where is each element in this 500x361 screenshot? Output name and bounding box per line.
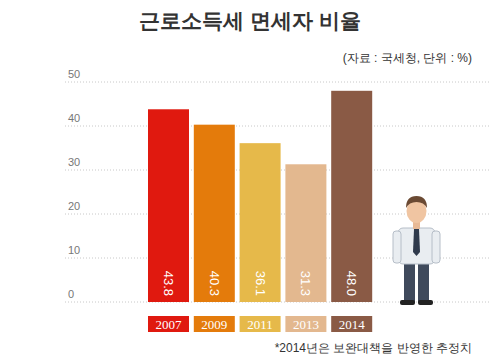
tie	[413, 229, 420, 256]
bar	[331, 91, 372, 302]
category-label: 2011	[247, 317, 273, 332]
person-illustration	[393, 196, 440, 305]
tick-label: 10	[68, 244, 80, 256]
tick-label: 50	[68, 68, 80, 80]
leg	[418, 261, 429, 303]
category-box	[148, 316, 189, 332]
tick-label: 20	[68, 200, 80, 212]
data-label: 31.3	[298, 271, 313, 296]
tick-label: 40	[68, 112, 80, 124]
category-label: 2007	[156, 317, 183, 332]
arm	[432, 231, 440, 263]
shoe	[418, 300, 433, 305]
bar	[285, 164, 326, 302]
shoe	[400, 300, 415, 305]
tick-label: 0	[68, 288, 74, 300]
bar	[194, 125, 235, 302]
category-box	[240, 316, 281, 332]
category-label: 2013	[293, 317, 319, 332]
arm	[393, 231, 401, 263]
category-box	[285, 316, 326, 332]
data-label: 48.0	[344, 271, 359, 296]
category-box	[194, 316, 235, 332]
data-label: 36.1	[253, 271, 268, 296]
subtitle: (자료 : 국세청, 단위 : %)	[343, 51, 472, 65]
hair	[406, 196, 427, 208]
category-label: 2014	[339, 317, 366, 332]
bar	[148, 109, 189, 302]
category-box	[331, 316, 372, 332]
bar	[240, 143, 281, 302]
grid-line	[65, 126, 490, 127]
category-label: 2009	[201, 317, 227, 332]
leg	[404, 261, 415, 303]
shirt	[398, 228, 435, 264]
data-label: 43.8	[161, 271, 176, 296]
bars	[148, 91, 372, 302]
grid-line	[65, 82, 490, 83]
data-label: 40.3	[207, 271, 222, 296]
title: 근로소득세 면세자 비율	[139, 9, 361, 32]
footnote: *2014년은 보완대책을 반영한 추정치	[275, 341, 472, 355]
tick-label: 30	[68, 156, 80, 168]
